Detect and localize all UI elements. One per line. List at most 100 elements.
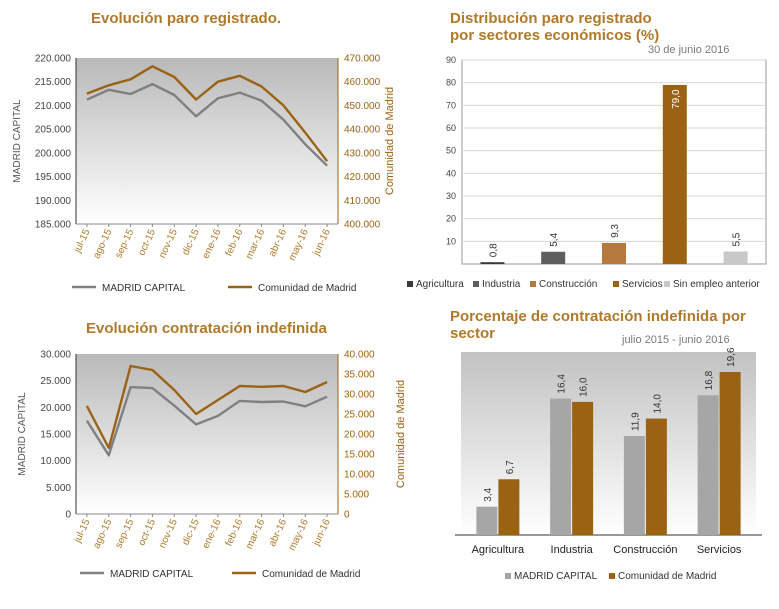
y2-tick-label: 460.000 (344, 77, 381, 88)
x-tick-label: sep-15 (113, 517, 136, 550)
y2-axis-label: Comunidad de Madrid (395, 380, 407, 488)
y2-tick-label: 35.000 (344, 370, 375, 381)
y1-tick-label: 220.000 (35, 54, 72, 65)
category-label: Construcción (613, 544, 677, 556)
series-line-comunidad-de-madrid (85, 364, 328, 450)
x-tick-label: jul-15 (72, 517, 93, 545)
bar-servicios-madrid-capital (697, 395, 719, 535)
series-line-madrid-capital (86, 82, 328, 167)
y1-tick-label: 200.000 (35, 148, 72, 159)
x-tick-label: nov-15 (157, 227, 180, 260)
bar-value-label: 16,0 (579, 377, 590, 397)
x-tick-label: abr-16 (267, 517, 289, 548)
chart1-title: Evolución paro registrado. (91, 10, 282, 27)
x-tick-label: mar-16 (244, 517, 268, 551)
y2-tick-label: 430.000 (344, 148, 381, 159)
chart4-subtitle: julio 2015 - junio 2016 (622, 334, 730, 346)
y2-tick-label: 0 (344, 510, 350, 521)
y1-tick-label: 15.000 (40, 430, 71, 441)
legend-label: Sin empleo anterior (673, 279, 760, 290)
bar-agricultura-comunidad-de-madrid (498, 479, 520, 535)
y2-tick-label: 5.000 (344, 490, 369, 501)
plot-area (461, 59, 767, 265)
y2-tick-label: 440.000 (344, 125, 381, 136)
x-tick-label: ene-16 (201, 227, 224, 260)
y-tick-label: 60 (446, 123, 456, 133)
bar-construcción-madrid-capital (623, 436, 645, 535)
series-line-madrid-capital (85, 385, 328, 457)
chart4-title: Porcentaje de contratación indefinida po… (450, 308, 746, 342)
y2-tick-label: 410.000 (344, 196, 381, 207)
legend-swatch (407, 281, 413, 287)
y2-tick-label: 400.000 (344, 220, 381, 231)
y2-tick-label: 420.000 (344, 172, 381, 183)
y-tick-label: 80 (446, 78, 456, 88)
category-label: Servicios (697, 544, 742, 556)
y1-tick-label: 10.000 (40, 456, 71, 467)
y1-axis-label: MADRID CAPITAL (17, 392, 28, 476)
x-tick-label: oct-15 (136, 227, 158, 257)
y1-tick-label: 25.000 (40, 376, 71, 387)
legend-swatch (505, 573, 511, 579)
x-tick-label: abr-16 (267, 227, 289, 258)
y-tick-label: 30 (446, 191, 456, 201)
category-label: Industria (551, 544, 594, 556)
plot-area (76, 58, 338, 224)
legend-label: MADRID CAPITAL (514, 571, 598, 582)
y1-tick-label: 195.000 (35, 172, 72, 183)
y1-tick-label: 30.000 (40, 350, 71, 361)
x-tick-label: ago-15 (91, 227, 114, 260)
x-tick-label: jun-16 (311, 517, 333, 548)
y-tick-label: 20 (446, 214, 456, 224)
x-tick-label: nov-15 (157, 517, 180, 550)
x-tick-label: mar-16 (244, 227, 268, 261)
y-tick-label: 10 (446, 236, 456, 246)
y2-axis-label: Comunidad de Madrid (384, 87, 396, 195)
legend-label: Comunidad de Madrid (618, 571, 716, 582)
bar-value-label: 5,4 (549, 232, 560, 246)
bar-construcción-comunidad-de-madrid (645, 418, 667, 535)
legend-swatch (609, 573, 615, 579)
bar-value-label: 14,0 (652, 394, 663, 414)
chart2-subtitle: 30 de junio 2016 (648, 44, 730, 56)
y1-tick-label: 205.000 (35, 125, 72, 136)
bar-industria (541, 251, 566, 264)
x-tick-label: may-16 (287, 227, 311, 262)
legend-label: Construcción (539, 279, 597, 290)
bar-construcción (602, 242, 626, 264)
x-tick-label: dic-15 (180, 227, 202, 257)
y1-axis-label: MADRID CAPITAL (12, 99, 23, 183)
bar-value-label: 5,5 (732, 232, 743, 246)
y-tick-label: 50 (446, 146, 456, 156)
y2-tick-label: 15.000 (344, 450, 375, 461)
legend-label: MADRID CAPITAL (102, 283, 186, 294)
chart3-title: Evolución contratación indefinida (86, 320, 327, 337)
legend-label: MADRID CAPITAL (110, 569, 194, 580)
x-tick-label: ago-15 (91, 517, 114, 550)
plot-area (76, 354, 338, 514)
y1-tick-label: 185.000 (35, 220, 72, 231)
y1-tick-label: 210.000 (35, 101, 72, 112)
y-tick-label: 90 (446, 55, 456, 65)
legend-swatch (664, 281, 670, 287)
bar-industria-madrid-capital (550, 398, 572, 535)
legend-swatch (613, 281, 619, 287)
y1-tick-label: 20.000 (40, 403, 71, 414)
bar-value-label: 16,8 (704, 370, 715, 390)
bar-servicios (662, 84, 687, 264)
x-tick-label: dic-15 (180, 517, 202, 547)
legend-label: Comunidad de Madrid (262, 569, 360, 580)
bar-value-label: 79,0 (671, 89, 682, 109)
y2-tick-label: 40.000 (344, 350, 375, 361)
category-label: Agricultura (472, 544, 525, 556)
legend-label: Industria (482, 279, 521, 290)
bar-value-label: 19,6 (726, 347, 737, 367)
x-tick-label: feb-16 (224, 227, 246, 258)
bar-sin-empleo-anterior (723, 251, 748, 264)
bar-value-label: 3,4 (483, 487, 494, 501)
bar-industria-comunidad-de-madrid (572, 401, 594, 535)
y2-tick-label: 20.000 (344, 430, 375, 441)
series-line-comunidad-de-madrid (86, 65, 329, 162)
y2-tick-label: 450.000 (344, 101, 381, 112)
x-tick-label: oct-15 (136, 517, 158, 547)
